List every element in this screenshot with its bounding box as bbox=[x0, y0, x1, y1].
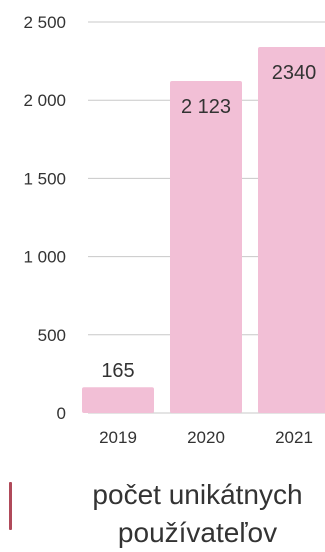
bars: 165 2 123 2340 bbox=[82, 47, 325, 413]
y-tick-label: 2 000 bbox=[23, 91, 66, 110]
y-tick-label: 1 000 bbox=[23, 248, 66, 267]
y-tick-label: 500 bbox=[38, 326, 66, 345]
bar-value-label: 2 123 bbox=[181, 96, 231, 118]
bar bbox=[170, 80, 242, 413]
x-tick-label: 2021 bbox=[275, 428, 313, 447]
x-tick-label: 2019 bbox=[99, 428, 137, 447]
legend-swatch bbox=[9, 482, 12, 530]
legend: počet unikátnych používateľov bbox=[0, 470, 325, 548]
y-axis-tick-labels: 0 500 1 000 1 500 2 000 2 500 bbox=[23, 13, 66, 423]
legend-label: počet unikátnych používateľov bbox=[92, 479, 303, 548]
bar-value-label: 2340 bbox=[272, 62, 317, 84]
bar-value-label: 165 bbox=[101, 360, 134, 382]
y-tick-label: 1 500 bbox=[23, 169, 66, 188]
bar bbox=[258, 47, 325, 413]
y-tick-label: 2 500 bbox=[23, 13, 66, 32]
bar bbox=[82, 387, 154, 413]
x-tick-label: 2020 bbox=[187, 428, 225, 447]
y-tick-label: 0 bbox=[57, 404, 66, 423]
x-axis-tick-labels: 2019 2020 2021 bbox=[99, 428, 313, 447]
bar-chart: 0 500 1 000 1 500 2 000 2 500 165 2 123 2340 20… bbox=[23, 13, 325, 447]
